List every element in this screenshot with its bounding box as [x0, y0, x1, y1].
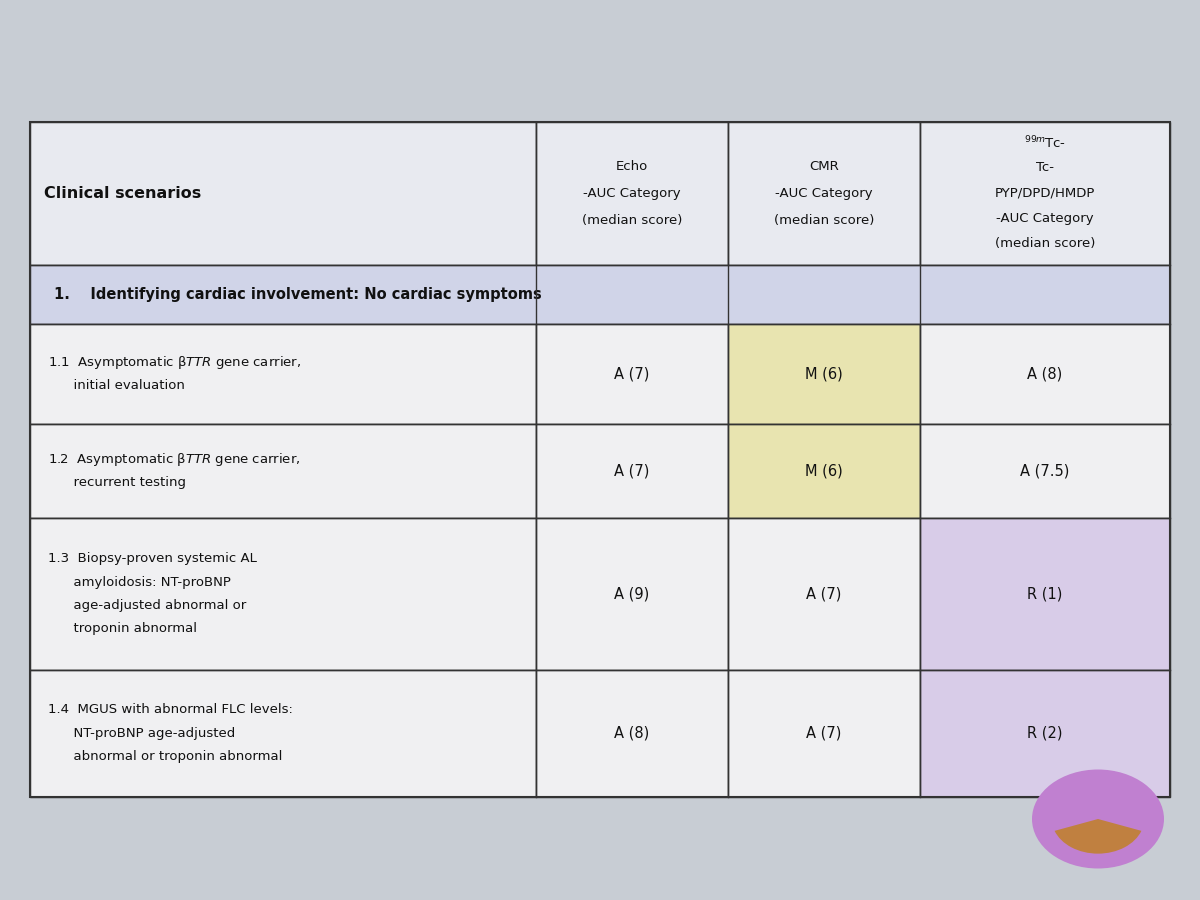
Text: R (2): R (2) — [1027, 725, 1063, 741]
Bar — [536, 122, 728, 265]
Text: 1.3  Biopsy-proven systemic AL: 1.3 Biopsy-proven systemic AL — [48, 553, 257, 565]
Text: M (6): M (6) — [805, 464, 842, 479]
Text: -AUC Category: -AUC Category — [775, 186, 872, 200]
Bar — [920, 670, 1170, 796]
Text: -AUC Category: -AUC Category — [996, 212, 1093, 225]
Text: A (7): A (7) — [806, 586, 841, 601]
Text: A (7.5): A (7.5) — [1020, 464, 1069, 479]
Bar — [920, 518, 1170, 670]
Text: A (7): A (7) — [806, 725, 841, 741]
Text: age-adjusted abnormal or: age-adjusted abnormal or — [48, 599, 246, 612]
Text: M (6): M (6) — [805, 366, 842, 382]
Text: Tc-: Tc- — [1036, 161, 1054, 175]
Bar — [536, 424, 728, 518]
Text: (median score): (median score) — [995, 237, 1096, 250]
Wedge shape — [1055, 819, 1141, 853]
Bar — [30, 324, 536, 424]
Text: troponin abnormal: troponin abnormal — [48, 623, 197, 635]
Text: -AUC Category: -AUC Category — [583, 186, 680, 200]
Text: PYP/DPD/HMDP: PYP/DPD/HMDP — [995, 186, 1096, 200]
Bar — [536, 518, 728, 670]
Text: Clinical scenarios: Clinical scenarios — [44, 185, 202, 201]
Bar — [30, 424, 536, 518]
Text: 1.    Identifying cardiac involvement: No cardiac symptoms: 1. Identifying cardiac involvement: No c… — [54, 287, 541, 302]
Bar — [30, 122, 536, 265]
Bar — [30, 265, 1170, 324]
Bar — [728, 424, 920, 518]
Bar — [920, 424, 1170, 518]
Bar — [920, 324, 1170, 424]
Text: $^{99m}$Tc-: $^{99m}$Tc- — [1024, 134, 1066, 151]
Bar — [536, 670, 728, 796]
Text: A (8): A (8) — [1027, 366, 1062, 382]
Bar — [728, 518, 920, 670]
Bar — [728, 122, 920, 265]
Bar — [30, 518, 536, 670]
Text: A (7): A (7) — [614, 464, 649, 479]
Bar — [30, 670, 536, 796]
Bar — [728, 670, 920, 796]
Text: (median score): (median score) — [582, 213, 682, 227]
Text: recurrent testing: recurrent testing — [48, 476, 186, 489]
Text: R (1): R (1) — [1027, 586, 1063, 601]
Text: A (7): A (7) — [614, 366, 649, 382]
Bar — [536, 324, 728, 424]
Bar — [30, 122, 1170, 796]
Text: A (9): A (9) — [614, 586, 649, 601]
Text: 1.1  Asymptomatic β$\it{TTR}$ gene carrier,: 1.1 Asymptomatic β$\it{TTR}$ gene carrie… — [48, 354, 301, 371]
Text: Echo: Echo — [616, 159, 648, 173]
Text: (median score): (median score) — [774, 213, 874, 227]
Text: CMR: CMR — [809, 159, 839, 173]
Text: abnormal or troponin abnormal: abnormal or troponin abnormal — [48, 750, 282, 763]
Text: amyloidosis: NT-proBNP: amyloidosis: NT-proBNP — [48, 576, 230, 589]
Text: A (8): A (8) — [614, 725, 649, 741]
Text: initial evaluation: initial evaluation — [48, 379, 185, 392]
Text: NT-proBNP age-adjusted: NT-proBNP age-adjusted — [48, 726, 235, 740]
Bar — [728, 324, 920, 424]
Bar — [920, 122, 1170, 265]
Circle shape — [1032, 770, 1164, 868]
Text: 1.4  MGUS with abnormal FLC levels:: 1.4 MGUS with abnormal FLC levels: — [48, 703, 293, 716]
Text: 1.2  Asymptomatic β$\it{TTR}$ gene carrier,: 1.2 Asymptomatic β$\it{TTR}$ gene carrie… — [48, 451, 300, 468]
